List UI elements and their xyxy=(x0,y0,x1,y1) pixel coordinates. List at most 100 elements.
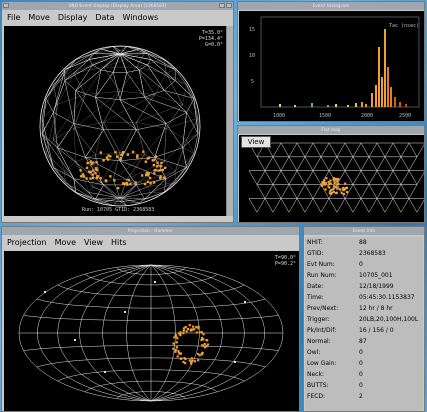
pmt-hit xyxy=(143,182,147,186)
event-info-titlebar[interactable]: Event Info xyxy=(304,227,424,235)
sphere-edge xyxy=(73,178,104,186)
sphere-edge xyxy=(165,104,183,129)
sphere-edge xyxy=(45,104,58,154)
sphere-edge xyxy=(119,198,145,202)
flatmap-canvas[interactable] xyxy=(239,135,424,222)
info-key: NHIT: xyxy=(307,239,323,246)
pmt-hit xyxy=(122,150,125,154)
sphere-edge xyxy=(53,139,66,172)
sphere-edge xyxy=(166,118,199,129)
flatmap-hit xyxy=(332,185,336,188)
projection-hit xyxy=(182,327,186,330)
projection-hit xyxy=(191,328,194,331)
flatmap-triangle xyxy=(344,142,362,158)
menu-display[interactable]: Display xyxy=(57,12,88,22)
minimize-icon[interactable] xyxy=(219,3,225,8)
flatmap-titlebar[interactable]: Flat map xyxy=(238,126,424,134)
flatmap-triangle xyxy=(408,198,424,213)
sphere-edge xyxy=(53,84,58,105)
projection-hit xyxy=(198,331,201,334)
flatmap-hit xyxy=(338,188,341,191)
event-display-titlebar[interactable]: SNO Event Display (Display Area) [236858… xyxy=(2,2,233,10)
sphere-edge xyxy=(163,128,167,162)
flatmap-window: Flat map View xyxy=(237,125,425,223)
maximize-icon[interactable] xyxy=(226,3,232,8)
sphere-edge xyxy=(45,153,66,172)
histogram-bar xyxy=(394,97,396,107)
sphere-edge xyxy=(136,122,145,155)
histogram-titlebar[interactable]: Event Histogram xyxy=(238,2,424,10)
sphere-edge xyxy=(136,52,145,68)
sphere-edge xyxy=(175,80,187,85)
projection-hit xyxy=(184,325,187,329)
sphere-edge xyxy=(53,104,58,140)
geodesic-sphere-canvas[interactable]: T=35.0° P=134.4° G=0.0° Run: 10705 GTID:… xyxy=(4,26,226,216)
flatmap-triangle xyxy=(312,198,330,213)
projection-hit xyxy=(44,291,46,293)
histogram-bar xyxy=(390,87,392,107)
sphere-edge xyxy=(144,90,165,98)
projection-hit xyxy=(201,352,204,355)
menu-file[interactable]: File xyxy=(7,12,21,22)
flatmap-triangle xyxy=(360,142,378,158)
flatmap-triangle xyxy=(296,170,314,186)
flatmap-hit xyxy=(332,178,335,181)
pmt-hit xyxy=(146,180,150,184)
sphere-edge xyxy=(103,91,121,123)
sphere-edge xyxy=(53,128,75,140)
projection-hit xyxy=(197,327,200,330)
pmt-hit xyxy=(127,178,130,182)
view-button[interactable]: View xyxy=(241,136,271,148)
flatmap-triangle xyxy=(376,170,394,186)
pmt-hit xyxy=(79,169,82,172)
sphere-edge xyxy=(57,147,86,158)
projection-hit xyxy=(183,356,186,360)
menu-data[interactable]: Data xyxy=(95,12,115,22)
hammer-projection-canvas[interactable]: T=90.0° P=90.2° xyxy=(4,251,299,411)
pmt-hit xyxy=(121,152,124,155)
sphere-edge xyxy=(126,69,140,73)
window-menu-icon[interactable] xyxy=(3,3,9,8)
sphere-edge xyxy=(164,59,176,70)
pmt-hit xyxy=(134,181,137,184)
sphere-edge xyxy=(144,192,165,200)
sphere-edge xyxy=(92,186,121,199)
flatmap-hit xyxy=(337,178,340,181)
pmt-hit xyxy=(145,171,149,175)
menu-projection[interactable]: Projection xyxy=(7,237,47,247)
sphere-edge xyxy=(53,112,58,148)
sphere-edge xyxy=(41,98,47,119)
info-row: Owl: 0 xyxy=(305,347,423,358)
menu-move[interactable]: Move xyxy=(54,237,77,247)
sphere-edge xyxy=(154,147,183,158)
projection-hit xyxy=(178,332,181,335)
projection-hit xyxy=(179,357,183,360)
histogram-title: Event Histogram xyxy=(312,3,350,8)
flatmap-hit xyxy=(342,186,345,190)
sphere-edge xyxy=(136,129,155,158)
flatmap-hit xyxy=(332,187,335,190)
flatmap-triangle xyxy=(376,142,394,158)
projection-hit xyxy=(203,343,206,346)
pmt-hit xyxy=(105,179,108,183)
display-scrollbar[interactable] xyxy=(226,26,233,216)
sphere-edge xyxy=(41,112,54,134)
info-row: GTID: 2368583 xyxy=(305,248,423,259)
histogram-canvas[interactable]: 15 10 5 1000 1500 2000 2500 Tac (nsec) xyxy=(239,11,424,121)
flatmap-triangle xyxy=(304,156,322,172)
menu-move[interactable]: Move xyxy=(28,12,50,22)
sphere-edge xyxy=(112,72,121,100)
projection-theta: T=90.0° xyxy=(274,255,296,261)
event-info-title: Event Info xyxy=(352,228,376,233)
menu-view[interactable]: View xyxy=(84,237,103,247)
info-key: Time: xyxy=(307,294,324,301)
flatmap-triangle xyxy=(344,170,362,186)
pmt-hit xyxy=(140,174,144,177)
menu-hits[interactable]: Hits xyxy=(111,237,127,247)
menu-windows[interactable]: Windows xyxy=(122,12,159,22)
info-key: BUTTS: xyxy=(307,382,329,389)
sphere-edge xyxy=(174,167,187,183)
projection-hit xyxy=(197,359,200,362)
projection-titlebar[interactable]: Projection - Hammer xyxy=(2,227,299,235)
sphere-edge xyxy=(147,53,176,70)
